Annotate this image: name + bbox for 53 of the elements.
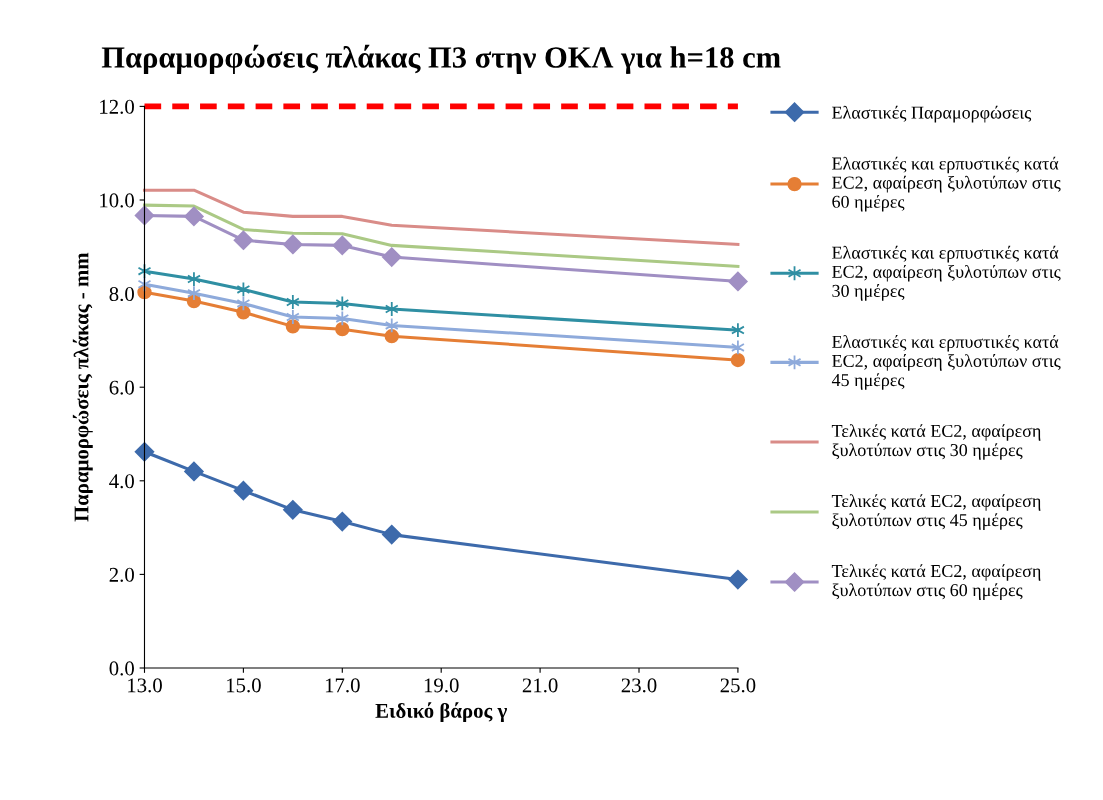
point	[728, 569, 748, 590]
point	[283, 500, 303, 520]
legend-label: Ελαστικές και ερπυστικές κατά EC2, αφαίρεση ξυλοτύπων στις 45 ημέρες	[831, 335, 1061, 390]
y-tick-label: 4.0	[109, 474, 134, 489]
point	[236, 305, 251, 320]
x-tick-label: 21.0	[522, 678, 558, 693]
point	[285, 319, 301, 334]
point	[184, 206, 204, 227]
x-tick-label: 19.0	[424, 678, 459, 693]
point	[335, 322, 350, 337]
y-tick-label: 6.0	[109, 380, 134, 395]
legend-label: Τελικές κατά EC2, αφαίρεση ξυλοτύπων στις 60 ημέρες	[831, 564, 1041, 600]
x-tick-label: 17.0	[325, 678, 360, 693]
y-axis-title: Παραμορφώσεις πλάκας - mm	[72, 252, 93, 522]
y-tick-label: 12.0	[100, 99, 134, 114]
x-axis-title: Ειδικό βάρος γ	[375, 702, 507, 723]
x-tick-label: 13.0	[128, 678, 162, 693]
legend-label: Τελικές κατά EC2, αφαίρεση ξυλοτύπων στις 45 ημέρες	[831, 494, 1041, 530]
legend-label: Ελαστικές Παραμορφώσεις	[832, 105, 1032, 123]
point	[233, 230, 254, 250]
legend-label: Τελικές κατά EC2, αφαίρεση ξυλοτύπων στις 30 ημέρες	[831, 424, 1041, 460]
point	[184, 461, 204, 482]
legend-label: Ελαστικές και ερπυστικές κατά EC2, αφαίρεση ξυλοτύπων στις 60 ημέρες	[832, 156, 1061, 212]
point	[730, 339, 745, 356]
point	[233, 480, 254, 501]
y-tick-label: 10.0	[100, 193, 134, 208]
legend-label: Ελαστικές και ερπυστικές κατά EC2, αφαίρεση ξυλοτύπων στις 30 ημέρες	[832, 245, 1061, 301]
point	[187, 271, 201, 287]
point	[384, 301, 399, 317]
line-series	[142, 188, 740, 246]
point	[236, 295, 251, 312]
point	[332, 511, 353, 532]
point	[332, 235, 353, 256]
point	[134, 205, 155, 226]
point	[728, 271, 748, 292]
chart-title: Παραμορφώσεις πλάκας Π3 στην ΟΚΛ για h=18 cm	[101, 44, 781, 75]
point	[382, 524, 402, 545]
x-tick-label: 23.0	[621, 678, 657, 693]
point	[283, 234, 303, 255]
point	[285, 294, 300, 310]
x-tick-label: 25.0	[720, 678, 756, 693]
point	[236, 281, 251, 298]
y-tick-label: 2.0	[109, 567, 134, 582]
y-tick-label: 0.0	[109, 661, 134, 676]
y-tick-label: 8.0	[109, 286, 134, 302]
point	[134, 442, 155, 462]
x-tick-label: 15.0	[227, 678, 261, 693]
point	[382, 247, 402, 267]
point	[730, 322, 745, 338]
point	[730, 352, 746, 368]
point	[187, 285, 201, 301]
point	[285, 309, 300, 325]
point	[384, 329, 399, 344]
